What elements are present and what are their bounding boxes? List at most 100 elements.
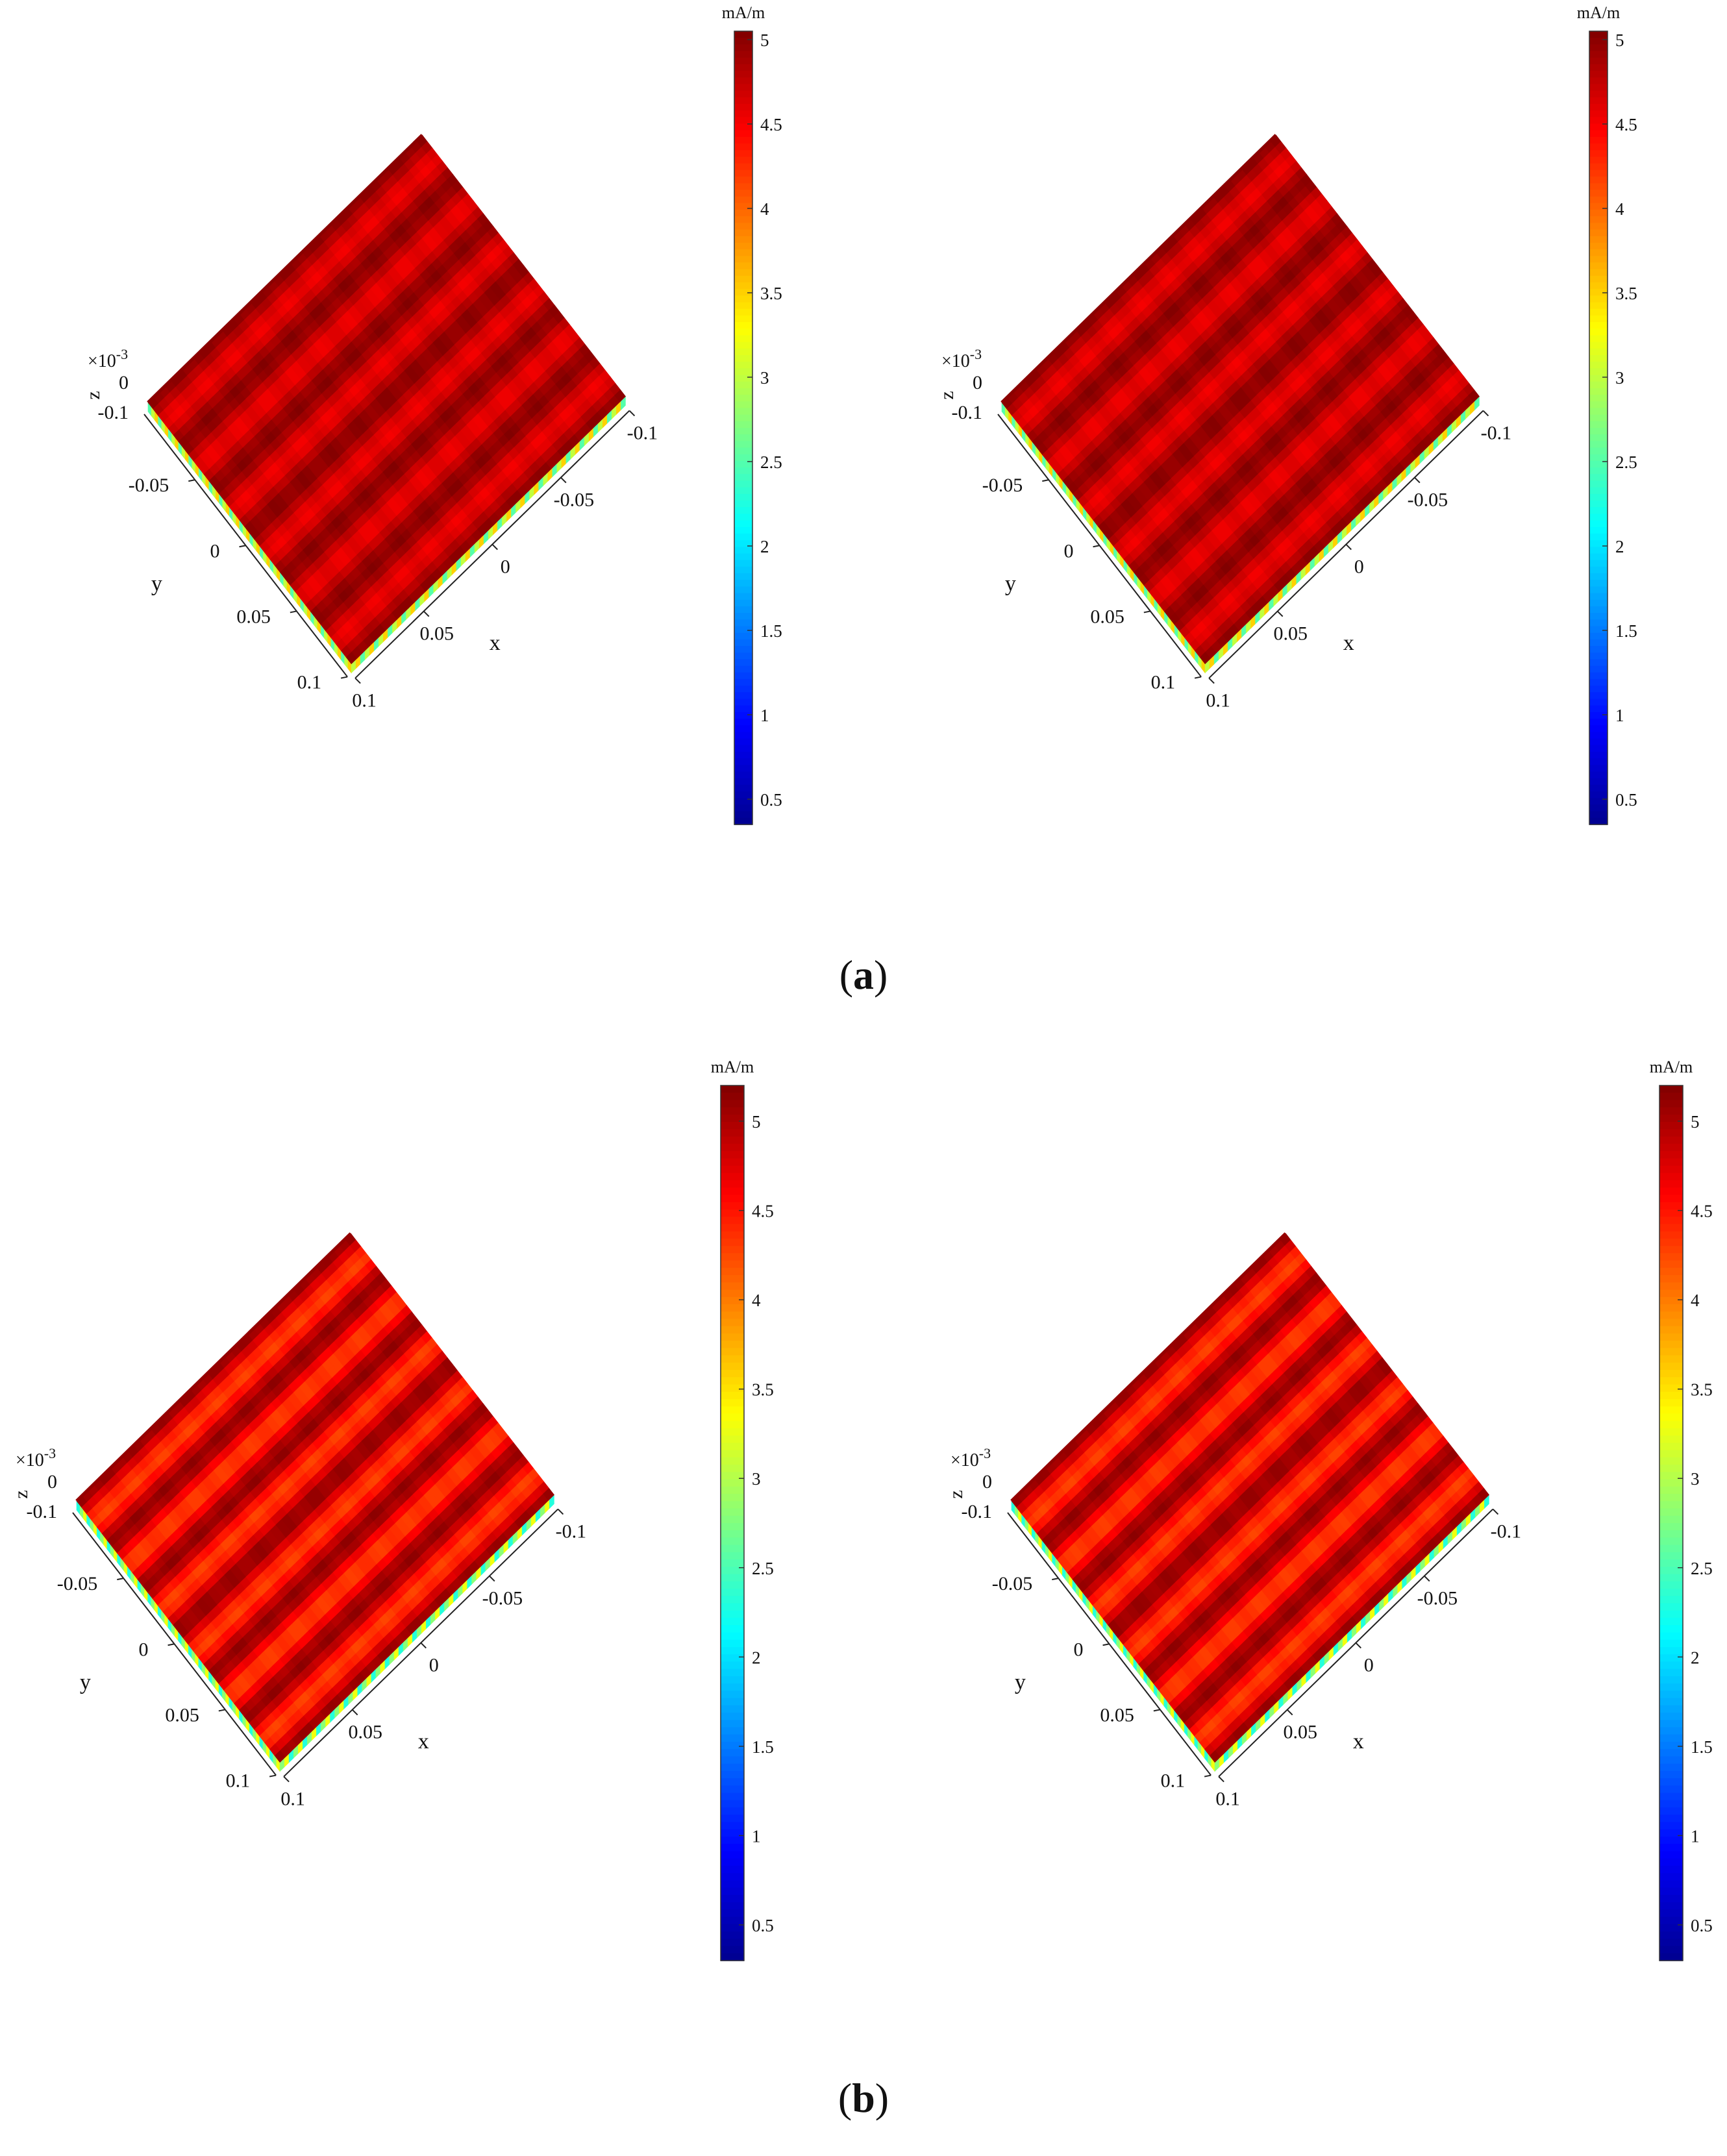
plot-a-right-colorbar-segment bbox=[1589, 593, 1608, 601]
plot-a-right-colorbar-segment bbox=[1589, 354, 1608, 362]
plot-a-right-colorbar-segment bbox=[1589, 606, 1608, 613]
plot-a-left-colorbar-segment bbox=[734, 104, 752, 111]
plot-a-right-colorbar-segment bbox=[1589, 414, 1608, 422]
plot-a-right-colorbar-segment bbox=[1589, 804, 1608, 812]
plot-a-right-colorbar-segment bbox=[1589, 341, 1608, 349]
plot-a-left-y-tick-label: 0.05 bbox=[236, 606, 271, 627]
plot-a-left-colorbar-segment bbox=[734, 646, 752, 654]
plot-a-left-x-tick-label: 0.05 bbox=[419, 623, 454, 645]
plot-a-right-colorbar-segment bbox=[1589, 322, 1608, 330]
plot-a-left-colorbar-segment bbox=[734, 328, 752, 336]
plot-a-left-colorbar-segment bbox=[734, 44, 752, 52]
plot-a-right-colorbar-segment bbox=[1589, 514, 1608, 521]
plot-a-left-colorbar-segment bbox=[734, 514, 752, 521]
plot-a-right-colorbar-segment bbox=[1589, 177, 1608, 184]
plot-a-right-colorbar-segment bbox=[1589, 375, 1608, 382]
plot-a-right-colorbar-segment bbox=[1589, 811, 1608, 819]
plot-b-left: -0.05 0 0.05 0.1 y 0.1 0.05 0 -0.05 -0.1 x ×10-3 z 0-… bbox=[0, 1045, 864, 1974]
plot-a-left-colorbar-segment bbox=[734, 705, 752, 713]
plot-a-left-colorbar-segment bbox=[734, 460, 752, 468]
plot-a-left-colorbar-segment bbox=[734, 90, 752, 98]
plot-a-left-colorbar-segment bbox=[734, 203, 752, 210]
caption-a: (a) bbox=[839, 952, 888, 998]
plot-a-right-colorbar-segment bbox=[1589, 791, 1608, 799]
plot-a-left-colorbar-segment bbox=[734, 566, 752, 574]
plot-a-right-svg: -0.0500.050.1y0.10.050-0.05-0.1x×10-3z0-… bbox=[936, 3, 1637, 825]
plot-a-left-y-tick-label: 0 bbox=[210, 540, 220, 562]
plot-a-right-x-tick-label: 0.1 bbox=[1206, 690, 1230, 712]
plot-a-left-z-label: z bbox=[82, 391, 104, 399]
plot-a-right-colorbar-segment bbox=[1589, 143, 1608, 151]
plot-a-right-colorbar-segment bbox=[1589, 573, 1608, 581]
plot-a-left-colorbar-segment bbox=[734, 348, 752, 356]
plot-a-left-colorbar-segment bbox=[734, 699, 752, 706]
plot-a-left-colorbar-segment bbox=[734, 501, 752, 508]
plot-a-left-edge-top bbox=[147, 134, 424, 404]
plot-a-right-colorbar-tick-label: 4 bbox=[1615, 199, 1624, 219]
plot-a-left-x-label: x bbox=[490, 631, 501, 655]
plot-a-right-colorbar-tick-label: 1.5 bbox=[1615, 621, 1637, 641]
plot-a-right-z-exponent: ×10-3 bbox=[941, 346, 982, 371]
plot-a-right-colorbar-tick-label: 3 bbox=[1615, 368, 1624, 388]
plot-a-right-colorbar-segment bbox=[1589, 64, 1608, 71]
plot-a-right-colorbar-tick-label: 4.5 bbox=[1615, 115, 1637, 134]
plot-a-right-colorbar-segment bbox=[1589, 308, 1608, 316]
plot-a-right-colorbar-segment bbox=[1589, 110, 1608, 118]
plot-a-left-colorbar-unit: mA/m bbox=[722, 3, 765, 22]
plot-a-left-colorbar-segment bbox=[734, 771, 752, 779]
plot-a-left-colorbar-segment bbox=[734, 652, 752, 660]
plot-a-left-colorbar-segment bbox=[734, 110, 752, 118]
plot-a-left-colorbar-segment bbox=[734, 223, 752, 230]
plot-a-right-colorbar-segment bbox=[1589, 249, 1608, 257]
plot-a-right-x-tick bbox=[1414, 477, 1421, 484]
plot-a-right-x-tick bbox=[1345, 543, 1352, 551]
plot-a-left-colorbar-segment bbox=[734, 368, 752, 376]
plot-a-left-colorbar-segment bbox=[734, 540, 752, 548]
plot-a-left-x-tick-label: -0.1 bbox=[627, 423, 658, 444]
plot-a-right-colorbar-segment bbox=[1589, 97, 1608, 105]
plot-a-left-colorbar-segment bbox=[734, 804, 752, 812]
plot-a-right-colorbar-segment bbox=[1589, 712, 1608, 719]
plot-a-right-colorbar-segment bbox=[1589, 784, 1608, 792]
plot-a-right-colorbar-segment bbox=[1589, 388, 1608, 395]
plot-a-right-colorbar-unit: mA/m bbox=[1577, 3, 1620, 22]
plot-a-left-colorbar-segment bbox=[734, 375, 752, 382]
plot-a-left-x-tick-label: 0.1 bbox=[352, 690, 377, 712]
plot-a-right-colorbar-segment bbox=[1589, 269, 1608, 277]
plot-a-left-y-tick-label: -0.05 bbox=[129, 475, 169, 496]
plot-a-right-colorbar-segment bbox=[1589, 203, 1608, 210]
plot-a-right-y-tick-label: 0.1 bbox=[1151, 672, 1176, 693]
plot-a-left-colorbar-segment bbox=[734, 765, 752, 773]
plot-a-left-colorbar-segment bbox=[734, 474, 752, 482]
plot-a-left-colorbar-segment bbox=[734, 388, 752, 395]
plot-a-left-colorbar-segment bbox=[734, 480, 752, 488]
plot-a-left-colorbar-tick-label: 2 bbox=[760, 537, 769, 556]
plot-a-left-colorbar-segment bbox=[734, 249, 752, 257]
plot-a-left-colorbar-segment bbox=[734, 163, 752, 171]
plot-a-right-colorbar-segment bbox=[1589, 31, 1608, 38]
plot-a-left-colorbar-segment bbox=[734, 130, 752, 138]
plot-a-right-colorbar-segment bbox=[1589, 190, 1608, 197]
plot-a-right-colorbar-segment bbox=[1589, 566, 1608, 574]
plot-a-left-colorbar-segment bbox=[734, 778, 752, 786]
plot-a-right-z-tick-label: -0.1 bbox=[952, 402, 983, 423]
plot-a-right-colorbar-segment bbox=[1589, 90, 1608, 98]
plot-a-right-colorbar-segment bbox=[1589, 507, 1608, 515]
plot-a-right-colorbar-segment bbox=[1589, 44, 1608, 52]
plot-a-right-colorbar-segment bbox=[1589, 493, 1608, 501]
plot-a-left-colorbar-segment bbox=[734, 150, 752, 158]
plot-a-left-colorbar-tick-label: 2.5 bbox=[760, 452, 782, 472]
plot-a-left-colorbar-segment bbox=[734, 493, 752, 501]
plot-a-right-colorbar-segment bbox=[1589, 626, 1608, 634]
plot-a-right-z-exponent-power: -3 bbox=[970, 346, 982, 362]
plot-a-left-colorbar-segment bbox=[734, 269, 752, 277]
plot-a-right-y-tick-label: -0.05 bbox=[982, 475, 1023, 496]
plot-a-right-y-label: y bbox=[1005, 572, 1016, 596]
plot-a-left-colorbar-segment bbox=[734, 467, 752, 475]
plot-a-right-x-tick-label: -0.05 bbox=[1408, 489, 1448, 511]
plot-a-left-colorbar-segment bbox=[734, 732, 752, 739]
plot-a-right-colorbar-segment bbox=[1589, 51, 1608, 58]
plot-a-left-colorbar-segment bbox=[734, 573, 752, 581]
plot-a-left-colorbar-segment bbox=[734, 381, 752, 389]
plot-a-right-colorbar-segment bbox=[1589, 686, 1608, 693]
